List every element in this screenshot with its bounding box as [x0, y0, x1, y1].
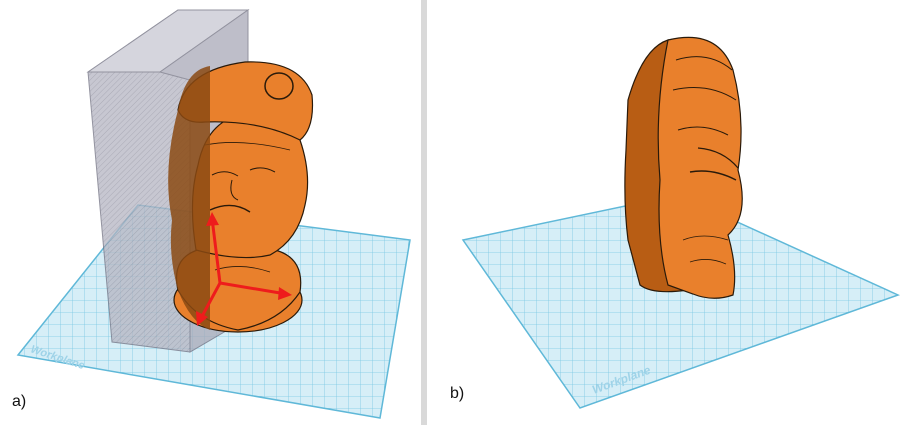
sliced-bust-model[interactable]: [624, 36, 743, 299]
red-axis-arrows-icon[interactable]: [196, 212, 292, 326]
panel-a-viewport[interactable]: Workplane: [0, 0, 420, 425]
panel-divider: [421, 0, 427, 425]
panel-a-scene: Workplane: [16, 9, 411, 419]
workplane-grid[interactable]: [461, 194, 901, 409]
panel-a-label: a): [12, 393, 27, 410]
panel-b-scene: Workplane: [461, 36, 901, 409]
bust-model[interactable]: [168, 61, 314, 333]
panel-b-viewport[interactable]: Workplane b): [428, 0, 924, 425]
panel-b-label: b): [450, 385, 465, 402]
